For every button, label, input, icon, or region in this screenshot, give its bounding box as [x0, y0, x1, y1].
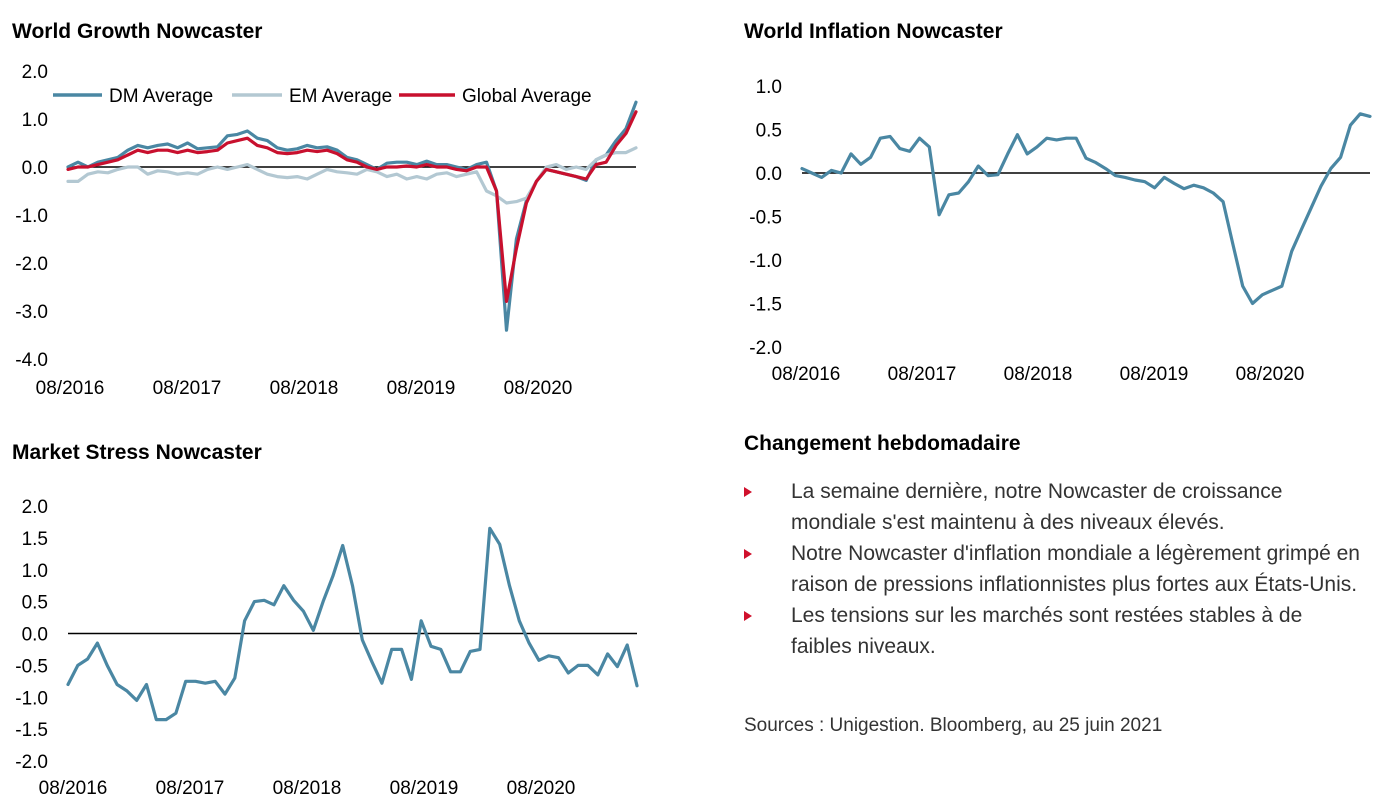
bullet-triangle-icon	[744, 487, 752, 497]
x-tick-label: 08/2016	[39, 778, 108, 799]
note-item: Les tensions sur les marchés sont restée…	[744, 600, 1364, 662]
y-tick-label: -2.0	[749, 338, 782, 359]
y-tick-label: 0.0	[22, 625, 48, 646]
growth-chart: 2.0 1.0 0.0 -1.0 -2.0 -3.0 -4.0 08/2016 08/2017 0…	[15, 62, 638, 399]
y-tick-label: -0.5	[749, 208, 782, 229]
series-line-dm-average	[66, 100, 638, 332]
x-tick-label: 08/2017	[156, 778, 225, 799]
x-tick-label: 08/2016	[772, 364, 841, 385]
bullet-triangle-icon	[744, 611, 752, 621]
y-tick-label: -1.0	[15, 688, 48, 709]
notes-list: La semaine dernière, notre Nowcaster de …	[744, 476, 1364, 662]
series-line-1	[800, 112, 1372, 306]
x-tick-label: 08/2017	[888, 364, 957, 385]
x-tick-label: 08/2018	[273, 778, 342, 799]
bullet-triangle-icon	[744, 549, 752, 559]
legend-label: DM Average	[109, 86, 213, 107]
note-item: Notre Nowcaster d'inflation mondiale a l…	[744, 538, 1364, 600]
stress-chart-panel: Market Stress Nowcaster 2.0 1.5 1.0 0.5 0.0 -…	[0, 410, 690, 811]
y-tick-label: 0.0	[22, 158, 48, 179]
growth-chart-title: World Growth Nowcaster	[12, 20, 263, 43]
y-tick-label: 0.5	[22, 593, 48, 614]
series-line-2	[66, 526, 639, 722]
y-tick-label: 0.0	[756, 164, 782, 185]
y-tick-label: -1.0	[749, 251, 782, 272]
inflation-chart-panel: World Inflation Nowcaster 1.0 0.5 0.0 -0.5 -…	[690, 0, 1377, 405]
x-tick-label: 08/2019	[390, 778, 459, 799]
y-tick-label: 2.0	[22, 497, 48, 518]
stress-chart-title: Market Stress Nowcaster	[12, 441, 262, 464]
x-tick-label: 08/2020	[1236, 364, 1305, 385]
series-line-global-average	[66, 110, 638, 303]
x-tick-label: 08/2017	[153, 378, 222, 399]
y-tick-label: -0.5	[15, 656, 48, 677]
inflation-chart-title: World Inflation Nowcaster	[744, 20, 1003, 43]
x-tick-label: 08/2018	[270, 378, 339, 399]
y-tick-label: 1.0	[756, 77, 782, 98]
stress-chart: 2.0 1.5 1.0 0.5 0.0 -0.5 -1.0 -1.5 -2.0 08/2016 08…	[15, 497, 639, 799]
series-line-em-average	[66, 146, 638, 205]
note-text: La semaine dernière, notre Nowcaster de …	[791, 480, 1283, 534]
x-tick-label: 08/2020	[507, 778, 576, 799]
y-tick-label: -1.0	[15, 206, 48, 227]
y-tick-label: -2.0	[15, 752, 48, 773]
growth-chart-panel: World Growth Nowcaster 2.0 1.0 0.0 -1.0 -2.0…	[0, 0, 690, 405]
x-tick-label: 08/2019	[387, 378, 456, 399]
x-tick-label: 08/2016	[36, 378, 105, 399]
y-tick-label: 2.0	[22, 62, 48, 83]
legend-label: EM Average	[289, 86, 392, 107]
note-text: Les tensions sur les marchés sont restée…	[791, 604, 1303, 658]
y-tick-label: -1.5	[15, 720, 48, 741]
y-tick-label: 1.0	[22, 561, 48, 582]
y-tick-label: 1.5	[22, 529, 48, 550]
note-item: La semaine dernière, notre Nowcaster de …	[744, 476, 1364, 538]
x-tick-label: 08/2018	[1004, 364, 1073, 385]
legend-label: Global Average	[462, 86, 592, 107]
note-text: Notre Nowcaster d'inflation mondiale a l…	[791, 542, 1360, 596]
y-tick-label: -2.0	[15, 254, 48, 275]
y-tick-label: -1.5	[749, 295, 782, 316]
x-tick-label: 08/2019	[1120, 364, 1189, 385]
weekly-change-notes: Changement hebdomadaire La semaine derni…	[744, 432, 1364, 662]
notes-heading: Changement hebdomadaire	[744, 432, 1021, 455]
x-tick-label: 08/2020	[504, 378, 573, 399]
y-tick-label: -4.0	[15, 350, 48, 371]
y-tick-label: 1.0	[22, 110, 48, 131]
sources-text: Sources : Unigestion. Bloomberg, au 25 j…	[744, 715, 1163, 736]
y-tick-label: -3.0	[15, 302, 48, 323]
y-tick-label: 0.5	[756, 121, 782, 142]
inflation-chart: 1.0 0.5 0.0 -0.5 -1.0 -1.5 -2.0 08/2016 08/2017 0…	[749, 77, 1372, 385]
